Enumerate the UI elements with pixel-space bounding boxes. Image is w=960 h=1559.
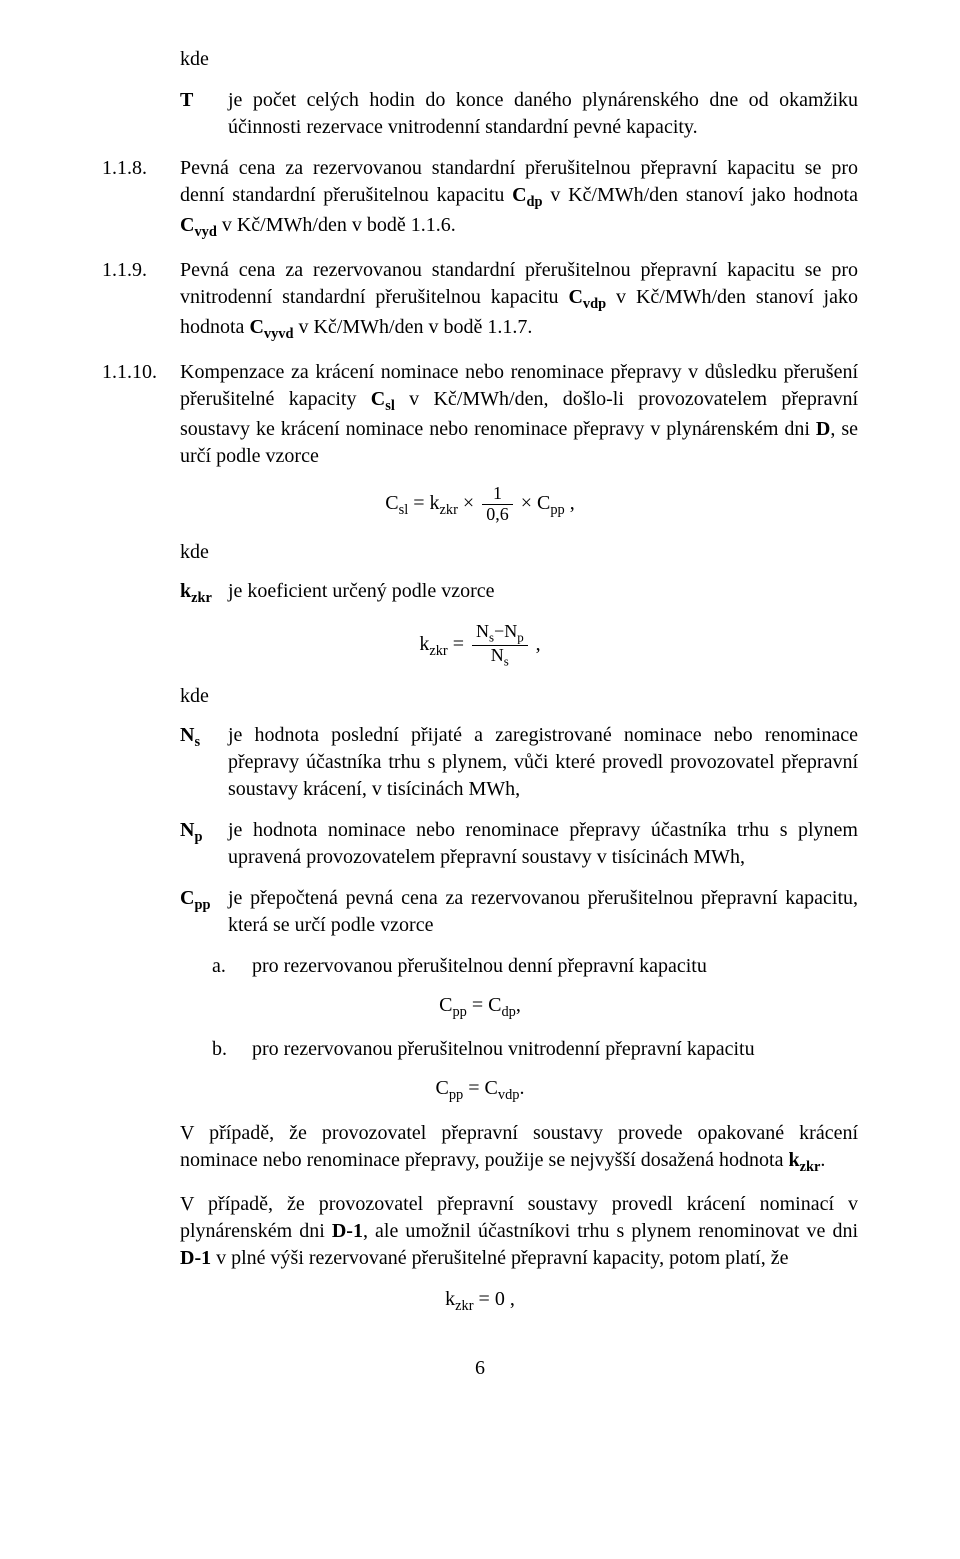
definition-Cpp: Cpp je přepočtená pevná cena za rezervov… — [180, 885, 858, 939]
tail: , — [565, 492, 575, 514]
fraction: 10,6 — [482, 484, 513, 525]
sym: C — [180, 214, 194, 236]
sub: dp — [527, 194, 543, 210]
text: . — [820, 1149, 825, 1171]
closing-para-2: V případě, že provozovatel přepravní sou… — [180, 1191, 858, 1272]
case-b: b. pro rezervovanou přerušitelnou vnitro… — [212, 1036, 858, 1063]
case-letter: a. — [212, 953, 252, 980]
item-1-1-9: 1.1.9. Pevná cena za rezervovanou standa… — [102, 257, 858, 345]
lhs: C — [385, 492, 398, 514]
var-text: je hodnota poslední přijaté a zaregistro… — [228, 722, 858, 803]
tail: , — [531, 633, 541, 655]
item-text: Pevná cena za rezervovanou standardní př… — [180, 257, 858, 345]
times: × — [516, 492, 537, 514]
var-symbol: Ns — [180, 722, 228, 752]
sub: vdp — [583, 296, 606, 312]
frac-bot: Ns — [472, 646, 528, 669]
lhs: k — [419, 633, 429, 655]
sym: C — [512, 184, 526, 206]
item-number: 1.1.10. — [102, 359, 180, 386]
sub: sl — [385, 398, 395, 414]
sym: C — [568, 286, 582, 308]
page-number: 6 — [102, 1355, 858, 1382]
sym: D-1 — [332, 1220, 363, 1242]
var-text: je koeficient určený podle vzorce — [228, 578, 858, 605]
lhs-sub: zkr — [429, 643, 447, 659]
definition-Np: Np je hodnota nominace nebo renominace p… — [180, 817, 858, 871]
var-text: je přepočtená pevná cena za rezervovanou… — [228, 885, 858, 939]
frac-bot: 0,6 — [482, 505, 513, 525]
var-symbol: Cpp — [180, 885, 228, 915]
text: v plné výši rezervované přerušitelné pře… — [211, 1247, 788, 1269]
var-symbol: kzkr — [180, 578, 228, 608]
sub: vyvd — [264, 326, 294, 342]
definition-Ns: Ns je hodnota poslední přijaté a zaregis… — [180, 722, 858, 803]
k-sub: zkr — [440, 502, 458, 518]
var-text-T: je počet celých hodin do konce daného pl… — [228, 87, 858, 141]
item-text: Kompenzace za krácení nominace nebo reno… — [180, 359, 858, 470]
text: V případě, že provozovatel přepravní sou… — [180, 1122, 858, 1171]
var-text: je hodnota nominace nebo renominace přep… — [228, 817, 858, 871]
times: × — [458, 492, 479, 514]
frac-top: Ns−Np — [472, 622, 528, 646]
eq: = — [448, 633, 469, 655]
formula-kzkr: kzkr = Ns−NpNs , — [102, 622, 858, 669]
item-1-1-10: 1.1.10. Kompenzace za krácení nominace n… — [102, 359, 858, 470]
formula-kzkr-zero: kzkr = 0 , — [102, 1286, 858, 1316]
kde-label: kde — [180, 539, 858, 566]
item-text: Pevná cena za rezervovanou standardní př… — [180, 155, 858, 243]
cpp: C — [537, 492, 550, 514]
item-number: 1.1.9. — [102, 257, 180, 284]
case-letter: b. — [212, 1036, 252, 1063]
text: v Kč/MWh/den v bodě 1.1.7. — [293, 316, 532, 338]
sym: D — [816, 418, 830, 440]
definition-kzkr: kzkr je koeficient určený podle vzorce — [180, 578, 858, 608]
var-symbol: Np — [180, 817, 228, 847]
sym: C — [371, 388, 385, 410]
sub: zkr — [800, 1159, 821, 1175]
kde-label: kde — [180, 46, 858, 73]
text: , ale umožnil účastníkovi trhu s plynem … — [363, 1220, 858, 1242]
lhs-sub: sl — [399, 502, 409, 518]
case-text: pro rezervovanou přerušitelnou vnitroden… — [252, 1036, 858, 1063]
closing-para-1: V případě, že provozovatel přepravní sou… — [180, 1120, 858, 1177]
formula-csl: Csl = kzkr × 10,6 × Cpp , — [102, 484, 858, 525]
k: k — [430, 492, 440, 514]
sym: C — [249, 316, 263, 338]
var-symbol-T: T — [180, 87, 228, 114]
sym: D-1 — [180, 1247, 211, 1269]
item-number: 1.1.8. — [102, 155, 180, 182]
fraction: Ns−NpNs — [472, 622, 528, 669]
eq: = — [408, 492, 429, 514]
text: v Kč/MWh/den v bodě 1.1.6. — [217, 214, 456, 236]
formula-case-b: Cpp = Cvdp. — [102, 1075, 858, 1105]
text: v Kč/MWh/den stanoví jako hodnota — [543, 184, 858, 206]
cpp-sub: pp — [550, 502, 564, 518]
formula-case-a: Cpp = Cdp, — [102, 992, 858, 1022]
item-1-1-8: 1.1.8. Pevná cena za rezervovanou standa… — [102, 155, 858, 243]
case-a: a. pro rezervovanou přerušitelnou denní … — [212, 953, 858, 980]
kde-label: kde — [180, 683, 858, 710]
frac-top: 1 — [482, 484, 513, 505]
case-text: pro rezervovanou přerušitelnou denní pře… — [252, 953, 858, 980]
sym: k — [789, 1149, 800, 1171]
definition-T: T je počet celých hodin do konce daného … — [180, 87, 858, 141]
sub: vyd — [194, 224, 216, 240]
